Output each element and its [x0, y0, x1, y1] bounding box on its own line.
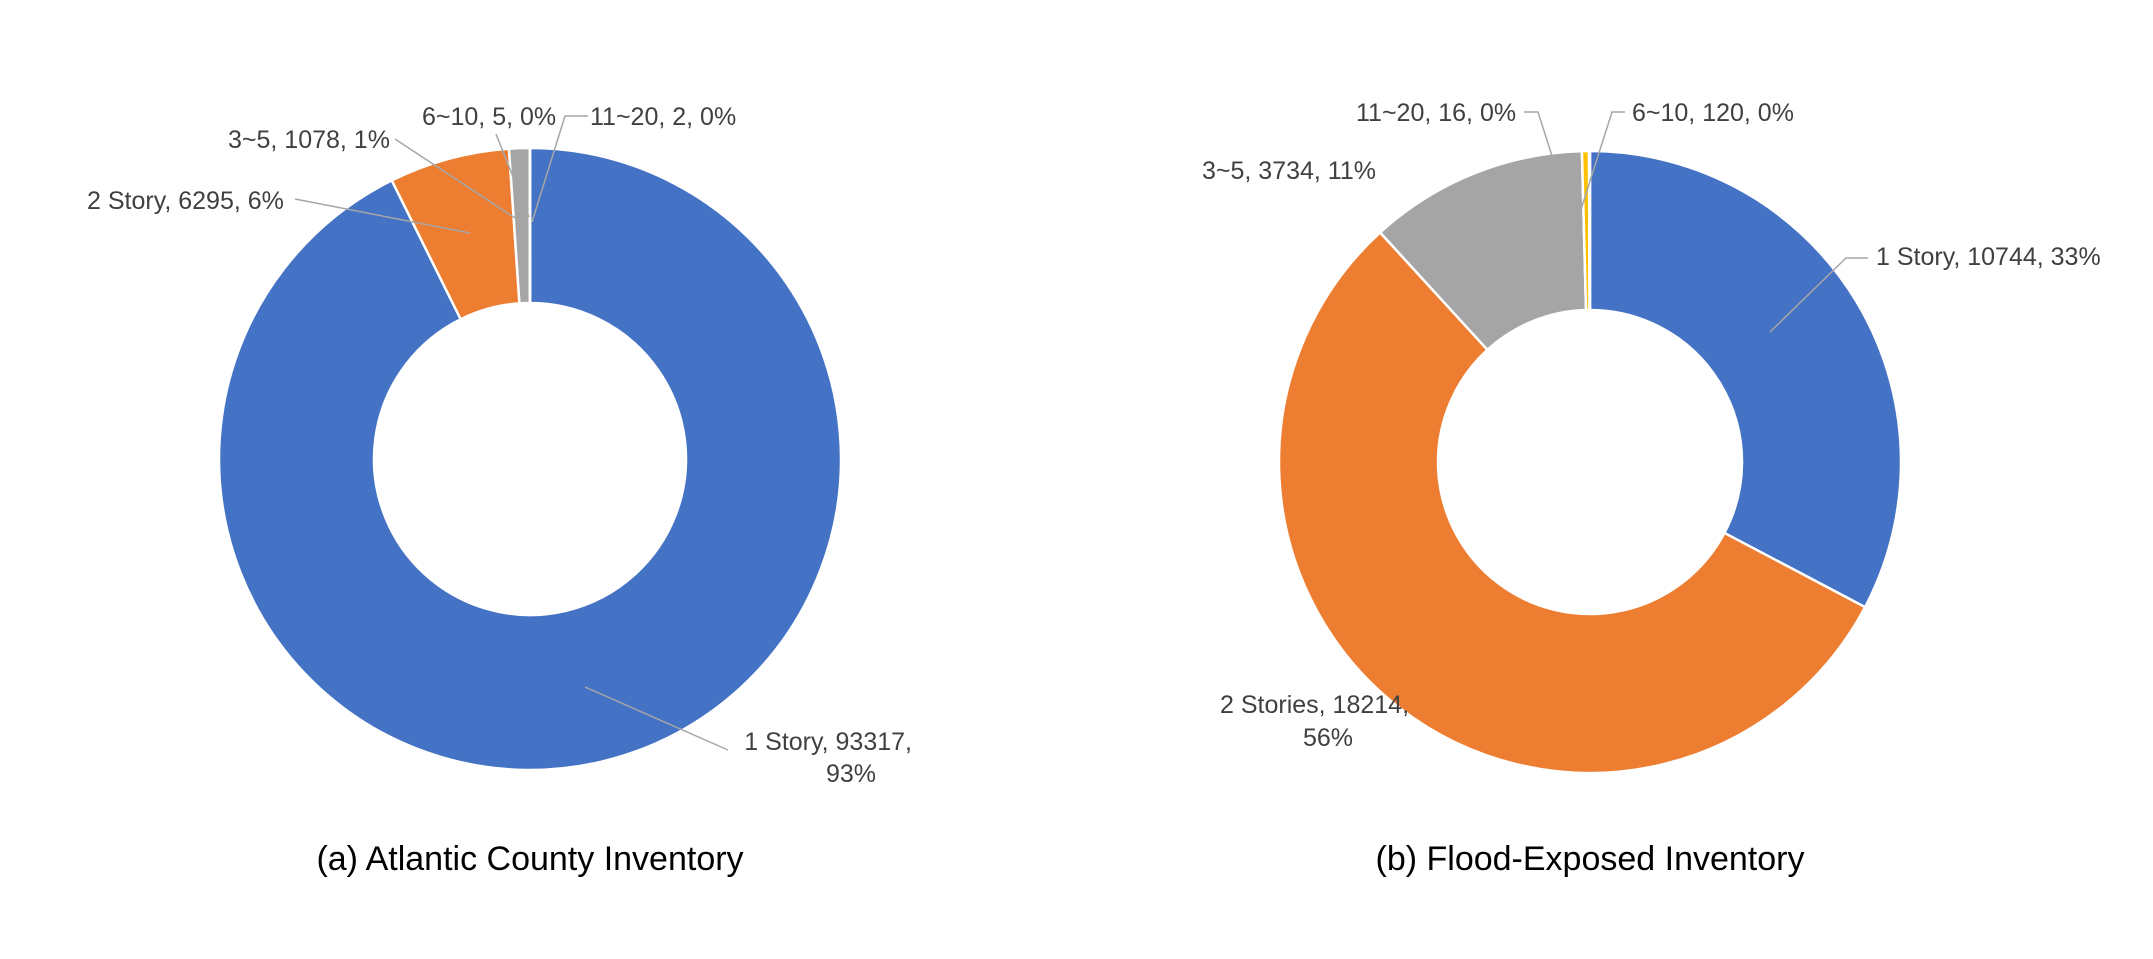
data-label-2-stories: 2 Stories, 18214, 56% [1220, 691, 1409, 752]
data-label-line: 1 Story, 10744, 33% [1876, 243, 2101, 271]
data-label-line: 1 Story, 93317, [744, 728, 912, 756]
data-label-1-story: 1 Story, 93317, 93% [744, 728, 912, 788]
chart-caption-flood-exposed: (b) Flood-Exposed Inventory [1376, 840, 1805, 878]
data-label-line: 2 Stories, 18214, [1220, 691, 1409, 719]
data-label-2-story: 2 Story, 6295, 6% [87, 187, 284, 215]
data-label-line: 6~10, 120, 0% [1632, 99, 1794, 127]
data-label-11-20: 11~20, 16, 0% [1356, 99, 1516, 127]
data-label-line: 11~20, 16, 0% [1356, 99, 1516, 127]
chart-caption-atlantic-county: (a) Atlantic County Inventory [316, 840, 743, 878]
data-label-6-10: 6~10, 120, 0% [1632, 99, 1794, 127]
data-label-3-5: 3~5, 3734, 11% [1202, 157, 1376, 185]
donut-slice-1-story [1590, 151, 1901, 607]
data-label-line: 6~10, 5, 0% [422, 103, 556, 131]
data-label-line: 93% [826, 760, 876, 788]
data-label-line: 3~5, 1078, 1% [228, 126, 390, 154]
data-label-line: 3~5, 3734, 11% [1202, 157, 1376, 185]
donut-slice-11-20 [1589, 151, 1590, 310]
data-label-1-story: 1 Story, 10744, 33% [1876, 243, 2101, 271]
data-label-line: 2 Story, 6295, 6% [87, 187, 284, 215]
donut-chart-flood-exposed: 1 Story, 10744, 33% 2 Stories, 18214, 56% 3… [1202, 99, 2101, 773]
data-label-line: 11~20, 2, 0% [590, 103, 736, 131]
data-label-11-20: 11~20, 2, 0% [590, 103, 736, 131]
data-label-6-10: 6~10, 5, 0% [422, 103, 556, 131]
data-label-3-5: 3~5, 1078, 1% [228, 126, 390, 154]
data-label-line: 56% [1303, 724, 1353, 752]
donut-chart-atlantic-county: 1 Story, 93317, 93% 2 Story, 6295, 6% 3~5, … [87, 103, 912, 788]
